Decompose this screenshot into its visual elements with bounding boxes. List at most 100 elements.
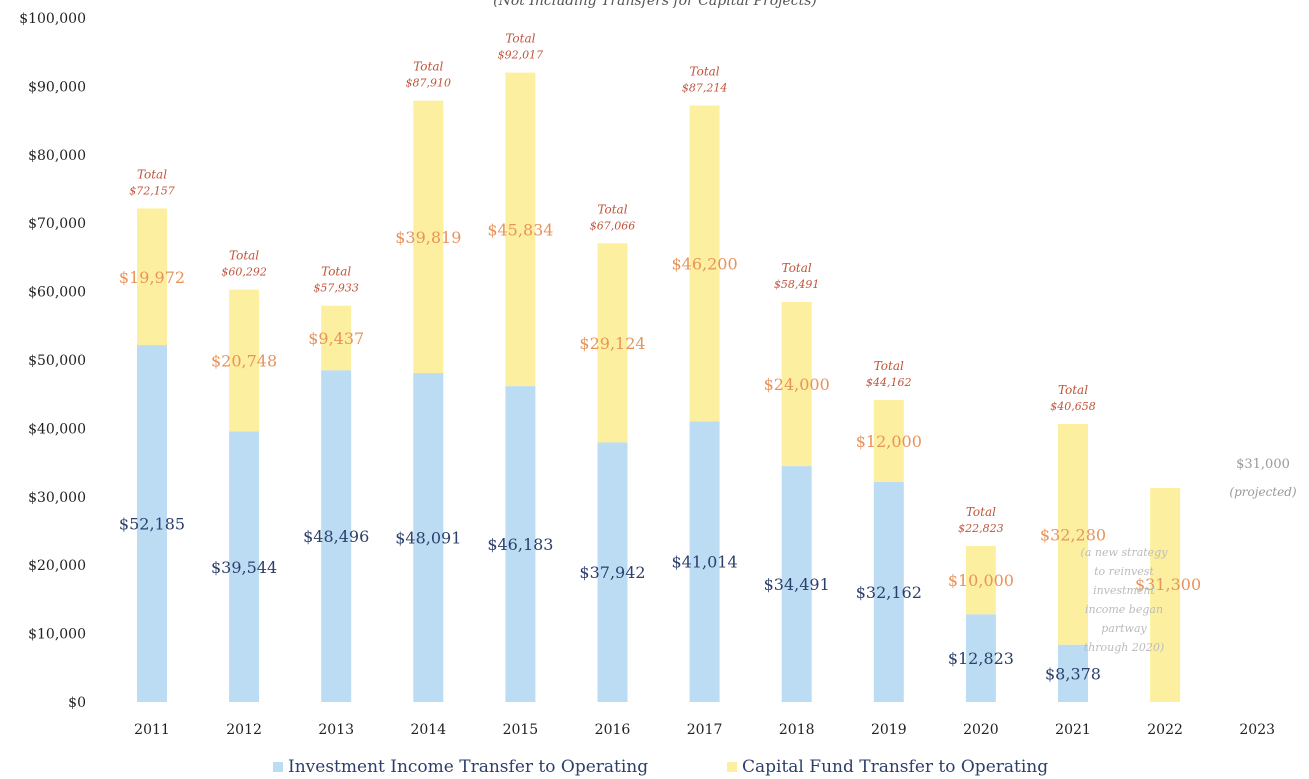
x-tick-label: 2012 (226, 722, 262, 738)
y-tick-label: $50,000 (28, 353, 86, 369)
bar-capital (1150, 487, 1181, 702)
total-caption: Total (505, 32, 535, 46)
x-tick-label: 2021 (1055, 722, 1091, 738)
x-tick-label: 2022 (1147, 722, 1183, 738)
data-label-investment: $8,378 (1045, 664, 1101, 683)
total-label: $60,292 (221, 266, 267, 279)
legend-swatch-investment (273, 762, 283, 772)
total-caption: Total (321, 265, 351, 279)
bar-capital (413, 100, 444, 374)
x-axis: 2011 2012 2013 2014 2015 2016 2017 2018 2019 2020… (134, 722, 1275, 738)
bar-capital (229, 289, 260, 432)
total-label: $87,910 (406, 77, 452, 90)
total-caption: Total (874, 359, 904, 373)
bars (137, 72, 1181, 702)
bar-investment (229, 431, 260, 702)
y-tick-label: $100,000 (19, 11, 86, 27)
total-label: $40,658 (1050, 400, 1096, 413)
bar-investment (1058, 644, 1088, 702)
total-label: $72,157 (129, 184, 175, 197)
x-tick-label: 2011 (134, 722, 170, 738)
total-caption: Total (782, 261, 812, 275)
total-caption: Total (1058, 383, 1088, 397)
bar-investment (137, 345, 167, 702)
x-tick-label: 2020 (963, 722, 999, 738)
stacked-bar-chart: (Not Including Transfers for Capital Pro… (19, 0, 1297, 738)
data-label-investment: $48,091 (395, 529, 461, 548)
y-tick-label: $0 (68, 695, 86, 711)
bar-capital (965, 545, 996, 615)
legend-label-investment: Investment Income Transfer to Operating (288, 757, 649, 777)
bar-capital (781, 301, 812, 467)
data-label-capital: $24,000 (764, 375, 830, 394)
data-label-capital: $20,748 (211, 352, 277, 371)
x-tick-label: 2014 (410, 722, 446, 738)
y-tick-label: $40,000 (28, 421, 86, 437)
data-label-capital: $45,834 (487, 220, 553, 239)
data-label-investment: $46,183 (487, 535, 553, 554)
data-label-investment: $12,823 (948, 649, 1014, 668)
total-caption: Total (966, 505, 996, 519)
data-label-investment: $39,544 (211, 558, 277, 577)
x-tick-label: 2015 (503, 722, 539, 738)
strategy-annotation-line: (a new strategy (1081, 546, 1169, 559)
bar-investment (505, 386, 536, 702)
data-label-capital: $46,200 (672, 254, 738, 273)
legend: Investment Income Transfer to Operating … (0, 757, 1309, 779)
legend-item-capital: Capital Fund Transfer to Operating (727, 757, 1048, 777)
data-label-capital: $31,300 (1135, 575, 1201, 594)
bar-capital (689, 105, 720, 422)
bar-capital (321, 305, 352, 371)
data-label-investment: $37,942 (579, 563, 645, 582)
y-tick-label: $80,000 (28, 148, 86, 164)
chart-title: (Not Including Transfers for Capital Pro… (493, 0, 817, 9)
total-label: $57,933 (313, 282, 359, 295)
strategy-annotation-line: investment (1093, 584, 1155, 597)
total-caption: Total (690, 64, 720, 78)
bar-investment (321, 370, 352, 702)
bar-capital (597, 243, 628, 443)
data-label-capital: $12,000 (856, 432, 922, 451)
x-tick-label: 2017 (687, 722, 723, 738)
bar-labels: $52,185 $19,972 Total $72,157 $39,544 $20,748… (119, 32, 1201, 684)
bar-capital (873, 399, 904, 483)
total-label: $67,066 (590, 219, 636, 232)
x-tick-label: 2019 (871, 722, 907, 738)
data-label-investment: $48,496 (303, 527, 369, 546)
projected-caption: (projected) (1229, 485, 1296, 499)
projection-note: $31,000 (projected) (a new strategy to rein… (1081, 457, 1297, 654)
y-tick-label: $30,000 (28, 490, 86, 506)
y-tick-label: $10,000 (28, 627, 86, 643)
legend-item-investment: Investment Income Transfer to Operating (273, 757, 648, 777)
bar-investment (873, 482, 904, 702)
bar-investment (781, 466, 812, 702)
x-tick-label: 2023 (1239, 722, 1275, 738)
total-caption: Total (597, 202, 627, 216)
bar-investment (413, 373, 444, 702)
bar-investment (597, 442, 628, 702)
y-axis: $100,000 $90,000 $80,000 $70,000 $60,000 $50,… (19, 11, 86, 711)
total-caption: Total (137, 167, 167, 181)
strategy-annotation-line: through 2020) (1084, 641, 1164, 654)
bar-capital (505, 72, 536, 387)
total-label: $87,214 (682, 81, 728, 94)
data-label-capital: $39,819 (395, 228, 461, 247)
bar-investment (965, 614, 996, 702)
data-label-investment: $41,014 (672, 553, 738, 572)
legend-swatch-capital (727, 762, 737, 772)
strategy-annotation-line: income began (1085, 603, 1163, 616)
total-caption: Total (413, 60, 443, 74)
total-label: $22,823 (958, 522, 1004, 535)
y-tick-label: $90,000 (28, 79, 86, 95)
total-caption: Total (229, 249, 259, 263)
total-label: $44,162 (866, 376, 912, 389)
data-label-capital: $9,437 (308, 329, 364, 348)
bar-investment (689, 421, 720, 702)
data-label-capital: $32,280 (1040, 525, 1106, 544)
bar-capital (137, 208, 167, 346)
total-label: $92,017 (498, 49, 544, 62)
total-label: $58,491 (774, 278, 820, 291)
data-label-investment: $52,185 (119, 515, 185, 534)
x-tick-label: 2013 (318, 722, 354, 738)
y-tick-label: $20,000 (28, 558, 86, 574)
